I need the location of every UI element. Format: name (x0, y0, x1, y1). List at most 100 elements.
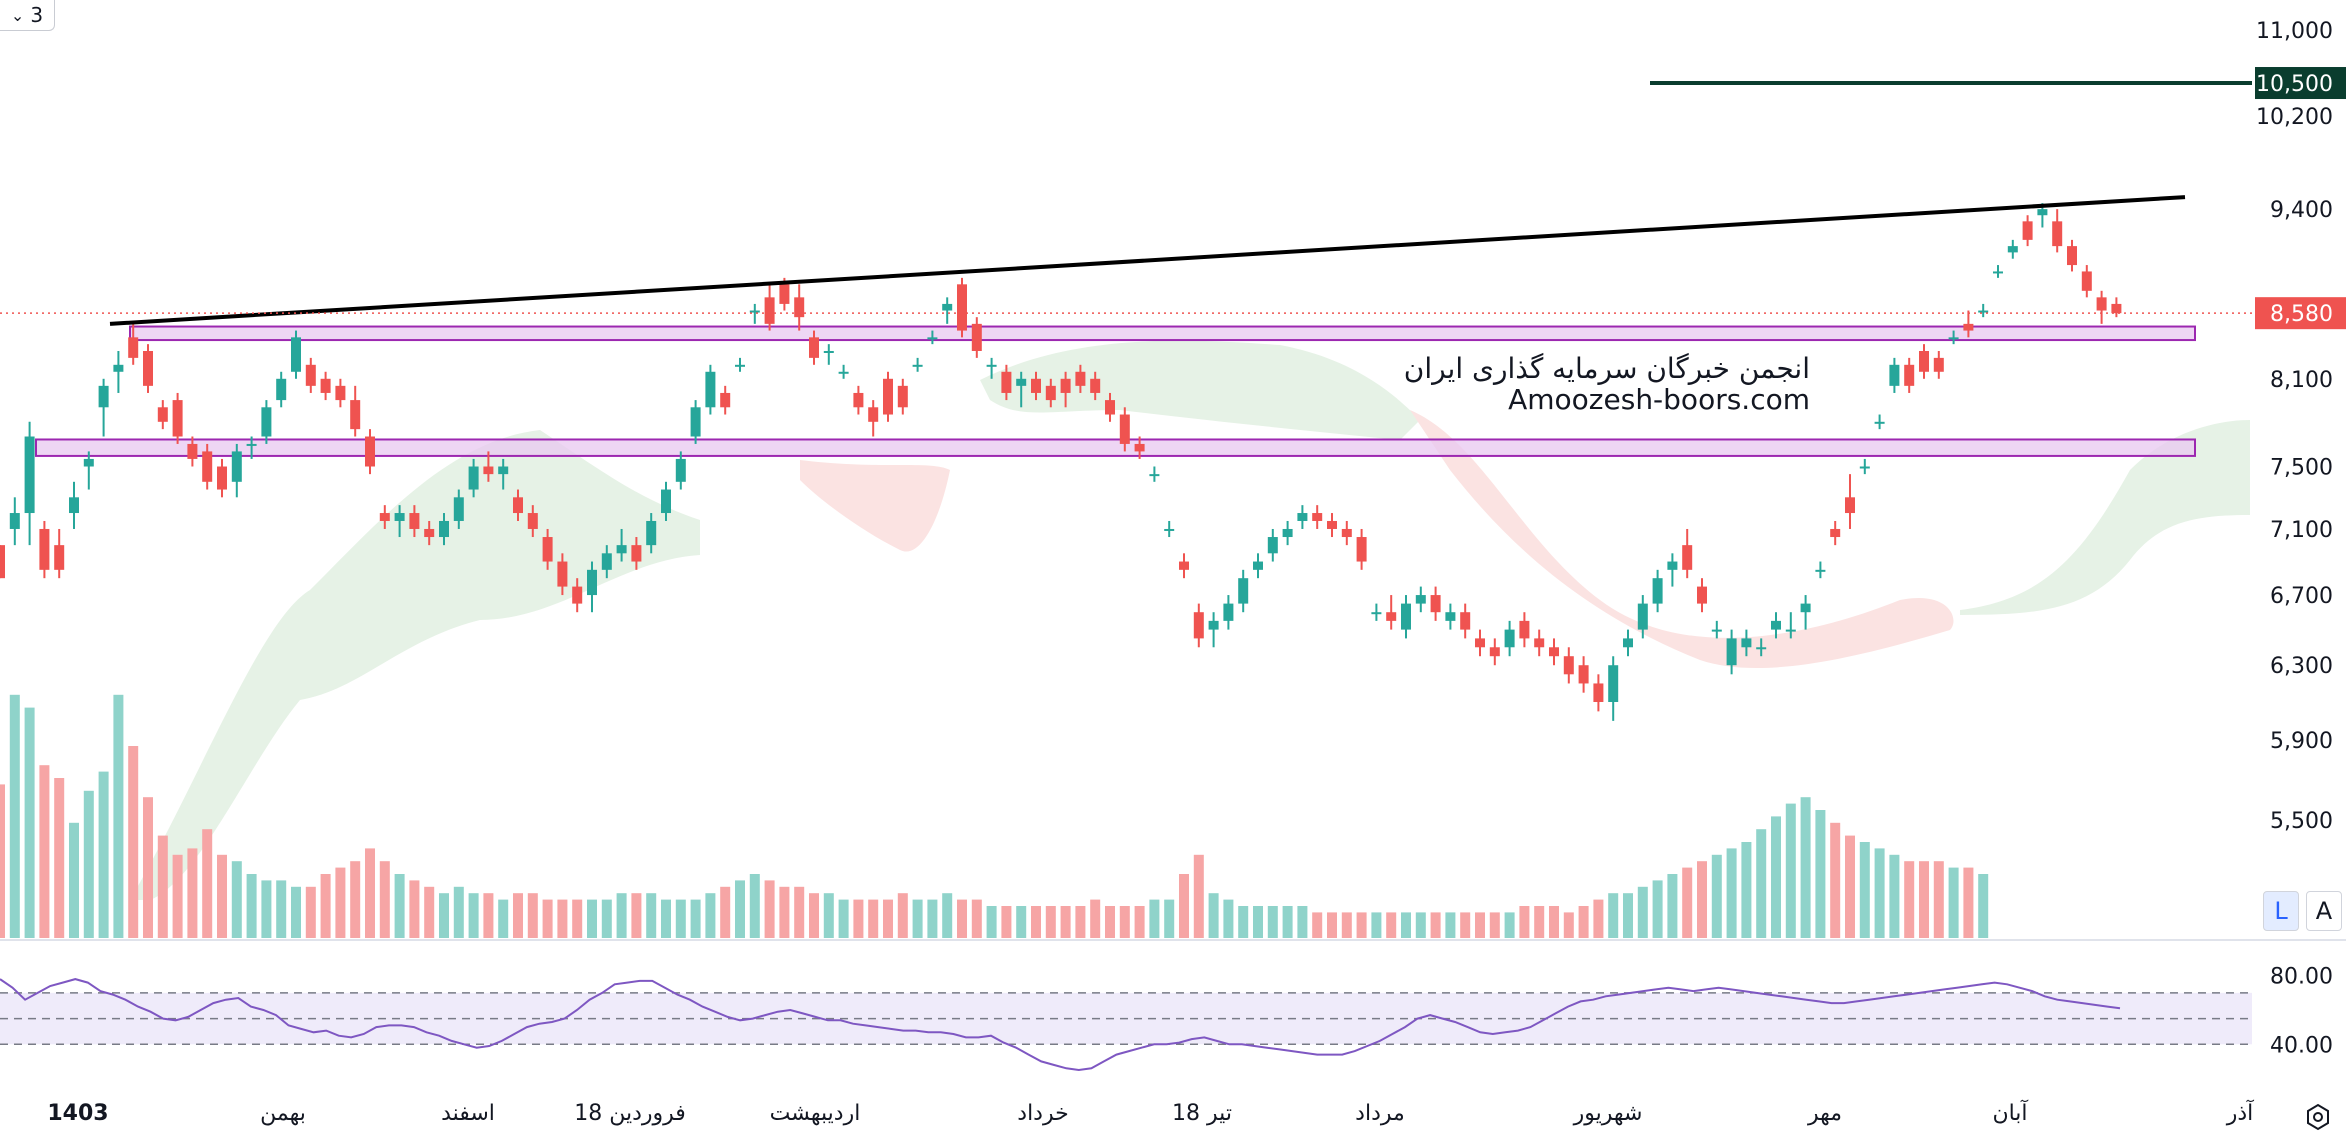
support-zone (35, 438, 2196, 457)
candle-body (453, 497, 464, 521)
volume-bar (1845, 835, 1855, 938)
candle-body (1593, 683, 1604, 702)
candle-body (705, 371, 716, 408)
volume-bar (1682, 867, 1693, 938)
volume-bar (217, 854, 227, 938)
volume-bar (646, 893, 657, 938)
volume-bar (1726, 848, 1737, 938)
candle-body (1682, 545, 1693, 570)
price-axis-tick: 5,500 (2270, 809, 2333, 834)
last-price-label: 8,580 (2270, 302, 2333, 327)
candle-body (527, 513, 538, 529)
interval-value: 3 (30, 3, 44, 27)
volume-bar (409, 880, 420, 938)
candle-body (616, 545, 627, 554)
volume-bar (587, 899, 597, 938)
candle-body (853, 392, 864, 408)
volume-bar (1741, 842, 1752, 938)
rsi-line (0, 978, 2121, 1072)
volume-bar (675, 899, 686, 938)
candle-body (1401, 603, 1411, 630)
candle-body (513, 497, 523, 514)
volume-bar (1815, 810, 1826, 938)
volume-bar (335, 867, 346, 938)
candle-body (1430, 595, 1441, 613)
candle-body (823, 350, 834, 353)
candle-body (971, 323, 982, 351)
candle-body (1164, 528, 1175, 531)
candle-body (1652, 578, 1663, 604)
volume-bar (69, 822, 79, 938)
candle-body (1267, 537, 1278, 554)
candle-body (1697, 586, 1707, 604)
candle-body (1919, 350, 1929, 372)
volume-bar (794, 886, 805, 938)
candle-body (172, 400, 183, 437)
volume-bar (868, 899, 879, 938)
candle-body (9, 513, 20, 529)
candle-body (1060, 378, 1071, 393)
rsi-axis-tick: 40.00 (2270, 1033, 2333, 1058)
volume-bar (1933, 861, 1944, 938)
volume-bar (379, 861, 390, 938)
volume-bar (720, 886, 731, 938)
level-price-label: 10,500 (2256, 72, 2333, 97)
candle-body (1031, 378, 1041, 393)
volume-bar (1919, 861, 1929, 938)
resistance-trend-line (109, 195, 2186, 326)
time-axis-label: 1403 (47, 1101, 108, 1126)
volume-bar (735, 880, 745, 938)
volume-bar (83, 790, 94, 938)
candle-body (2111, 303, 2122, 314)
volume-bar (365, 848, 375, 938)
volume-bar (231, 861, 242, 938)
volume-bar (113, 694, 124, 938)
volume-bar (1519, 906, 1530, 938)
price-axis-tick: 11,000 (2256, 19, 2333, 44)
time-axis-label: آبان (1992, 1099, 2028, 1126)
auto-scale-button[interactable]: A (2306, 891, 2342, 931)
candle-body (0, 545, 5, 579)
candle-body (1845, 497, 1855, 514)
candle-body (542, 537, 553, 562)
candle-body (2007, 246, 2018, 253)
volume-bar (1090, 899, 1101, 938)
candle-body (1001, 371, 1012, 393)
candle-body (986, 364, 997, 367)
time-axis-label: خرداد (1017, 1101, 1068, 1126)
candle-body (1711, 629, 1722, 632)
volume-bar (912, 899, 923, 938)
candle-body (1504, 629, 1515, 648)
volume-bar (0, 784, 5, 938)
volume-bar (572, 899, 583, 938)
candle-body (1519, 620, 1530, 639)
interval-menu-button[interactable]: ⌄ 3 (0, 0, 55, 31)
candle-body (720, 392, 731, 408)
volume-bar (1667, 874, 1678, 938)
volume-bar (291, 886, 301, 938)
volume-bar (513, 893, 523, 938)
time-axis-label: شهریور (1573, 1101, 1643, 1126)
candle-body (157, 407, 168, 422)
volume-bar (1785, 803, 1796, 938)
volume-bar (261, 880, 272, 938)
candle-body (2067, 246, 2077, 266)
volume-bar (897, 893, 908, 938)
candle-body (483, 466, 494, 475)
candle-body (794, 297, 805, 318)
candle-body (1179, 561, 1189, 570)
volume-bar (202, 829, 213, 938)
candle-body (335, 385, 346, 401)
volume-bar (749, 874, 760, 938)
axes: 11,000 10,200 9,400 8,100 7,500 7,100 6,700 6,3… (0, 19, 2346, 1131)
volume-bar (1652, 880, 1663, 938)
volume-bar (1697, 861, 1707, 938)
candle-body (572, 586, 583, 604)
log-scale-button[interactable]: L (2263, 891, 2299, 931)
volume-bar (1578, 906, 1589, 938)
candle-body (231, 451, 242, 482)
settings-icon[interactable] (2307, 1103, 2329, 1131)
volume-bar (1608, 893, 1619, 938)
time-axis-label: مهر (1807, 1101, 1842, 1126)
